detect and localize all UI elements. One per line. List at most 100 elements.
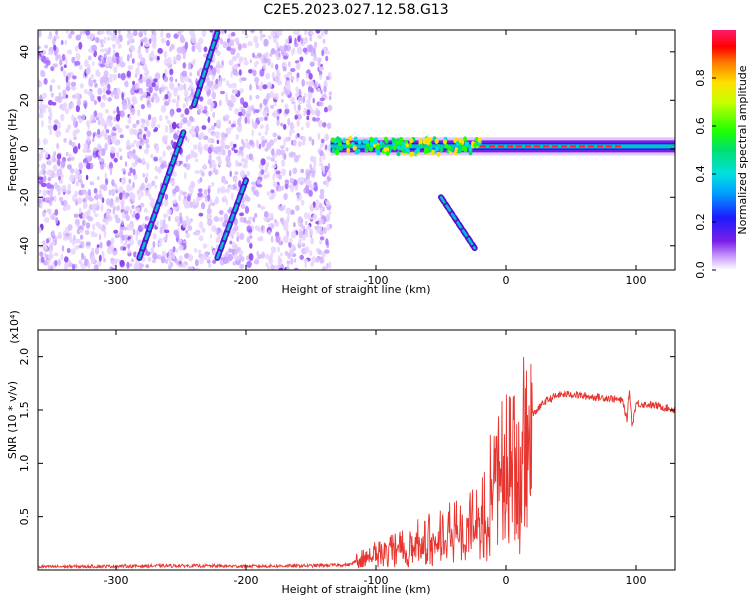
noise-cell [254, 213, 258, 218]
noise-cell [145, 48, 149, 54]
noise-cell [267, 58, 271, 66]
noise-cell [40, 202, 43, 209]
noise-cell [94, 99, 97, 105]
noise-cell [326, 214, 330, 221]
noise-cell [225, 155, 231, 163]
noise-cell [178, 84, 184, 91]
carrier-speckle [368, 146, 373, 152]
noise-cell [42, 240, 46, 246]
noise-cell [92, 60, 95, 67]
noise-cell [138, 195, 141, 201]
noise-cell [112, 73, 117, 81]
noise-cell [112, 89, 118, 96]
noise-cell [184, 172, 187, 180]
noise-cell [164, 229, 170, 234]
noise-cell [89, 32, 94, 41]
noise-cell [256, 250, 259, 257]
noise-cell [38, 30, 42, 38]
noise-cell [228, 83, 232, 89]
noise-cell [57, 231, 62, 240]
noise-cell [299, 193, 302, 201]
noise-cell [284, 136, 289, 142]
carrier-speckle [444, 143, 449, 149]
noise-cell [208, 214, 213, 219]
carrier-speckle [405, 147, 410, 152]
noise-cell [172, 121, 177, 130]
noise-cell [189, 266, 194, 270]
noise-cell [57, 186, 62, 195]
noise-cell [272, 132, 277, 138]
noise-cell [145, 264, 149, 269]
snr-x-axis-title: Height of straight line (km) [281, 583, 430, 596]
noise-cell [166, 119, 171, 124]
noise-cell [260, 158, 266, 166]
noise-cell [208, 204, 211, 212]
noise-cell [59, 179, 64, 184]
carrier-speckle [424, 148, 429, 154]
noise-cell [254, 61, 258, 68]
noise-cell [269, 212, 274, 219]
spectrogram-y-axis-title: Frequency (Hz) [6, 109, 19, 192]
noise-cell [121, 168, 126, 172]
noise-cell [99, 39, 104, 44]
noise-cell [237, 247, 241, 252]
noise-cell [297, 177, 302, 183]
noise-cell [302, 96, 306, 104]
noise-cell [75, 180, 80, 187]
noise-cell [67, 224, 73, 231]
carrier-speckle [457, 148, 462, 154]
noise-cell [266, 92, 271, 101]
noise-cell [86, 130, 92, 137]
noise-cell [109, 244, 115, 250]
noise-cell [216, 60, 221, 69]
noise-cell [111, 132, 117, 137]
noise-cell [260, 205, 266, 210]
noise-cell [85, 67, 91, 75]
noise-cell [262, 84, 268, 90]
noise-cell [288, 61, 291, 67]
noise-cell [120, 72, 126, 81]
noise-cell [84, 102, 87, 110]
noise-cell [107, 83, 111, 91]
noise-cell [255, 189, 259, 197]
noise-cell [125, 212, 129, 220]
noise-cell [280, 218, 284, 224]
noise-cell [212, 259, 217, 264]
colorbar-tick-label: 0.0 [694, 261, 707, 279]
noise-cell [49, 111, 53, 119]
noise-cell [38, 152, 44, 159]
noise-cell [248, 216, 254, 221]
noise-cell [207, 185, 212, 190]
noise-cell [322, 122, 327, 128]
noise-cell [213, 216, 220, 223]
noise-cell [203, 85, 209, 92]
noise-cell [238, 150, 244, 155]
noise-cell [246, 117, 251, 125]
noise-cell [211, 125, 215, 131]
noise-cell [191, 37, 197, 44]
noise-cell [306, 109, 311, 116]
noise-cell [319, 143, 324, 148]
carrier-speckle [357, 139, 362, 145]
noise-cell [144, 189, 150, 197]
noise-cell [83, 142, 88, 151]
noise-cell [193, 204, 197, 209]
carrier-speckle [398, 140, 403, 145]
noise-cell [167, 255, 173, 263]
noise-cell [152, 252, 158, 260]
noise-cell [65, 128, 70, 133]
noise-cell [257, 203, 261, 208]
carrier-speckle [396, 151, 401, 157]
noise-cell [90, 255, 95, 263]
noise-cell [246, 236, 251, 244]
noise-cell [286, 260, 291, 265]
noise-cell [249, 242, 253, 249]
noise-cell [294, 114, 299, 120]
noise-cell [211, 182, 215, 187]
colorbar-tick-label: 0.2 [694, 213, 707, 231]
noise-cell [98, 233, 102, 241]
noise-cell [149, 202, 154, 207]
noise-cell [261, 251, 266, 259]
noise-cell [134, 230, 139, 235]
noise-cell [122, 246, 127, 251]
